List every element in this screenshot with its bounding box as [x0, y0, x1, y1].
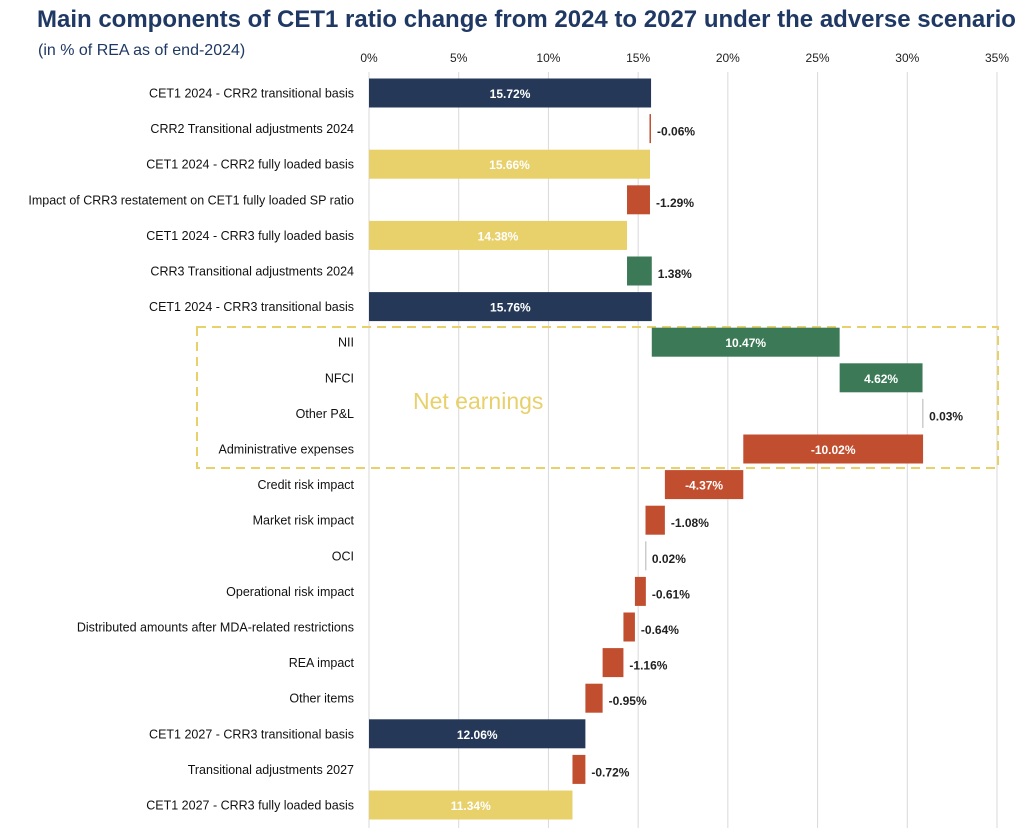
data-label: 4.62% [864, 372, 898, 386]
x-tick-label: 35% [985, 51, 1009, 65]
category-label: CET1 2024 - CRR3 transitional basis [149, 300, 354, 314]
data-label: -0.95% [609, 694, 647, 708]
category-label: Distributed amounts after MDA-related re… [77, 621, 354, 635]
data-label: 15.72% [490, 87, 531, 101]
category-label: Other P&L [296, 407, 354, 421]
category-label: CRR2 Transitional adjustments 2024 [150, 122, 354, 136]
bar [839, 363, 923, 393]
category-label: NFCI [325, 371, 354, 385]
bar [664, 470, 744, 500]
category-label: OCI [332, 549, 354, 563]
bar [743, 434, 924, 464]
data-label: -1.08% [671, 516, 709, 530]
bar [369, 292, 652, 322]
x-tick-label: 10% [536, 51, 560, 65]
category-label: CET1 2024 - CRR3 fully loaded basis [146, 229, 354, 243]
category-label: CET1 2024 - CRR2 transitional basis [149, 87, 354, 101]
bar [369, 790, 573, 820]
x-tick-label: 20% [716, 51, 740, 65]
category-label: Other items [289, 692, 354, 706]
data-label: -0.61% [652, 587, 690, 601]
data-label: -0.64% [641, 623, 679, 637]
bar [651, 327, 840, 357]
data-label: -0.72% [591, 765, 629, 779]
bar [602, 648, 624, 678]
data-label: -4.37% [685, 479, 723, 493]
bar [572, 754, 586, 784]
category-label: CET1 2027 - CRR3 fully loaded basis [146, 799, 354, 813]
bar [922, 398, 924, 428]
net-earnings-label: Net earnings [413, 388, 543, 414]
category-label: Administrative expenses [219, 443, 354, 457]
category-label: NII [338, 336, 354, 350]
bars: 15.72% -0.06% 15.66% -1.29% 14.38% 1.38% 15.76… [369, 78, 963, 820]
data-label: 12.06% [457, 728, 498, 742]
bar [369, 149, 650, 179]
bar [585, 683, 603, 713]
bar [634, 576, 646, 606]
chart-title: Main components of CET1 ratio change fro… [37, 6, 1016, 33]
x-tick-label: 30% [895, 51, 919, 65]
bar [627, 256, 652, 286]
data-label: -1.16% [629, 659, 667, 673]
category-label: Market risk impact [253, 514, 355, 528]
data-label: 15.76% [490, 301, 531, 315]
bar [649, 114, 651, 144]
data-label: 1.38% [658, 267, 692, 281]
category-label: REA impact [289, 656, 355, 670]
category-label: CRR3 Transitional adjustments 2024 [150, 265, 354, 279]
bar [644, 541, 647, 571]
bar [369, 78, 652, 108]
data-label: -1.29% [656, 196, 694, 210]
bar [369, 719, 586, 749]
category-labels: CET1 2024 - CRR2 transitional basis CRR2 … [28, 87, 354, 813]
net-earnings-box [196, 326, 999, 469]
bar [623, 612, 635, 642]
category-label: Operational risk impact [226, 585, 354, 599]
data-label: 0.03% [929, 409, 963, 423]
x-tick-label: 0% [360, 51, 378, 65]
category-label: Impact of CRR3 restatement on CET1 fully… [28, 193, 354, 207]
data-label: 14.38% [478, 229, 519, 243]
data-label: 0.02% [652, 552, 686, 566]
category-label: Credit risk impact [257, 478, 354, 492]
category-label: CET1 2027 - CRR3 transitional basis [149, 727, 354, 741]
annotation-layer: Net earnings [196, 326, 999, 469]
chart-subtitle: (in % of REA as of end-2024) [38, 42, 246, 59]
x-tick-label: 15% [626, 51, 650, 65]
bar [627, 185, 650, 215]
bar [369, 220, 628, 250]
x-tick-label: 5% [450, 51, 468, 65]
bar [645, 505, 665, 535]
data-label: 10.47% [725, 336, 766, 350]
data-label: 11.34% [451, 799, 491, 813]
x-tick-label: 25% [806, 51, 830, 65]
data-label: -0.06% [657, 125, 695, 139]
data-label: 15.66% [489, 158, 530, 172]
category-label: Transitional adjustments 2027 [188, 763, 354, 777]
data-label: -10.02% [811, 443, 856, 457]
category-label: CET1 2024 - CRR2 fully loaded basis [146, 158, 354, 172]
